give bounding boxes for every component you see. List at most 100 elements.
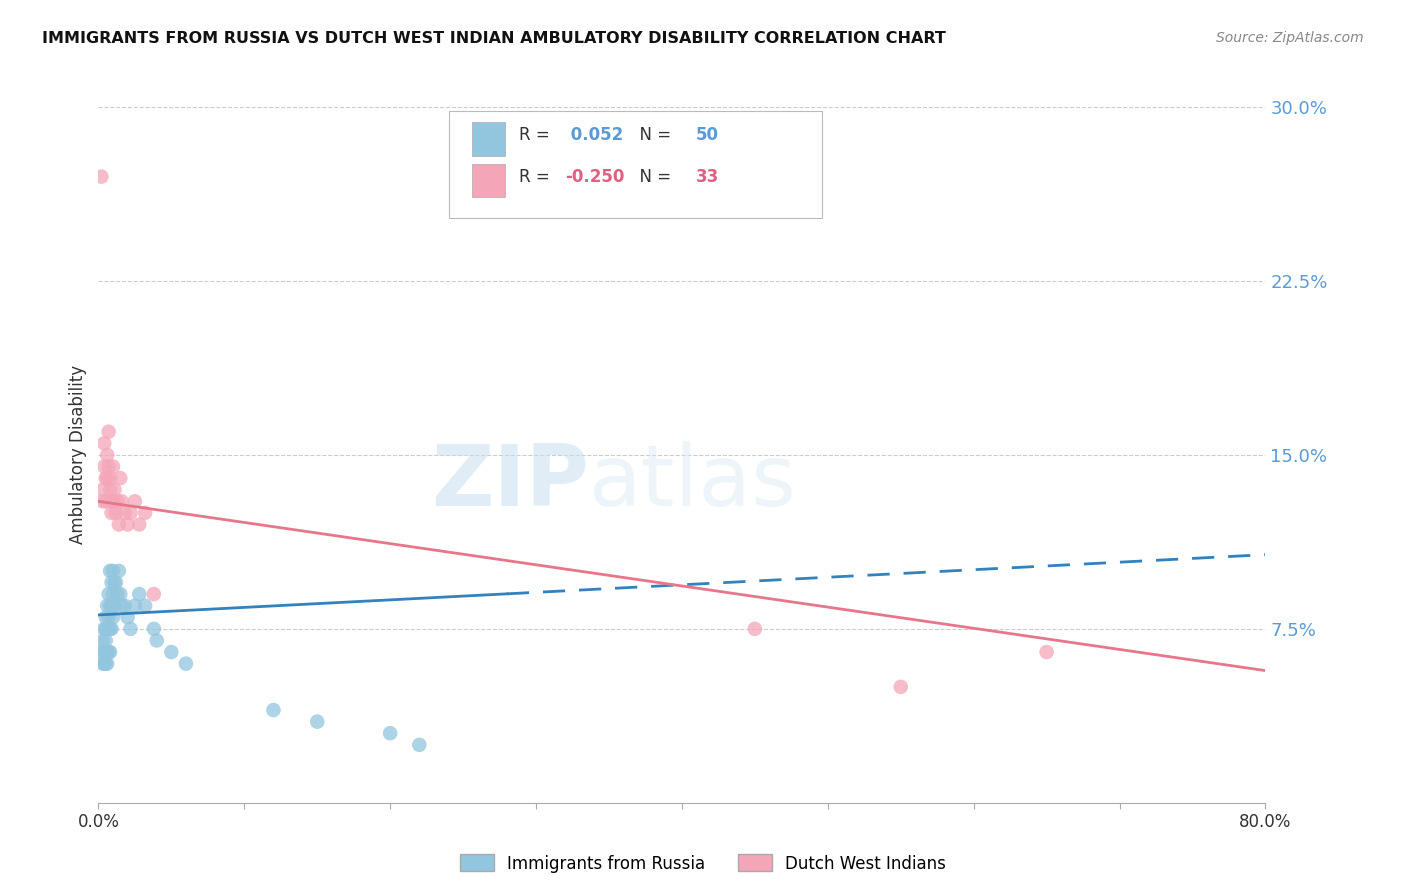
Point <box>100 622 122 636</box>
Point <box>98 622 121 636</box>
Point <box>98 564 121 578</box>
Point <box>90 645 112 659</box>
Point <box>110 587 132 601</box>
Point <box>114 506 136 520</box>
Point <box>100 506 122 520</box>
FancyBboxPatch shape <box>449 111 823 219</box>
Point <box>94 622 117 636</box>
Point <box>117 610 139 624</box>
FancyBboxPatch shape <box>472 122 505 156</box>
Point <box>124 599 146 613</box>
Point <box>98 471 121 485</box>
Text: IMMIGRANTS FROM RUSSIA VS DUTCH WEST INDIAN AMBULATORY DISABILITY CORRELATION CH: IMMIGRANTS FROM RUSSIA VS DUTCH WEST IND… <box>42 31 946 46</box>
Point <box>94 657 117 671</box>
Point <box>91 494 114 508</box>
Point <box>104 575 127 590</box>
Point <box>890 680 912 694</box>
Point <box>120 622 142 636</box>
Y-axis label: Ambulatory Disability: Ambulatory Disability <box>69 366 87 544</box>
Point <box>94 471 117 485</box>
Point <box>96 599 118 613</box>
Point <box>100 494 122 508</box>
Point <box>91 633 114 648</box>
Point <box>96 657 118 671</box>
Point <box>97 587 120 601</box>
Point <box>120 506 142 520</box>
Point <box>93 622 115 636</box>
Point <box>1035 645 1057 659</box>
Point <box>128 517 150 532</box>
Point <box>96 471 118 485</box>
Point <box>105 587 128 601</box>
Point <box>93 645 115 659</box>
Point <box>111 599 134 613</box>
Text: -0.250: -0.250 <box>565 168 624 186</box>
Point <box>93 459 115 474</box>
Text: R =: R = <box>519 168 554 186</box>
Point <box>94 645 117 659</box>
Point <box>103 483 125 497</box>
Point <box>98 645 121 659</box>
Point <box>160 645 183 659</box>
Point <box>108 517 131 532</box>
Point <box>98 483 121 497</box>
Point <box>134 506 156 520</box>
Text: 33: 33 <box>696 168 718 186</box>
Text: R =: R = <box>519 126 554 144</box>
Point <box>91 657 114 671</box>
Point <box>97 425 120 439</box>
Point <box>103 599 125 613</box>
Point <box>174 657 197 671</box>
Point <box>408 738 430 752</box>
Point <box>105 494 128 508</box>
Point <box>98 599 121 613</box>
Text: ZIP: ZIP <box>430 442 589 524</box>
Text: N =: N = <box>630 126 676 144</box>
Point <box>90 169 112 184</box>
Point <box>111 494 134 508</box>
Point <box>104 506 127 520</box>
Point <box>94 494 117 508</box>
Point <box>110 471 132 485</box>
Point <box>101 610 124 624</box>
Point <box>142 622 165 636</box>
Point <box>134 599 156 613</box>
Text: atlas: atlas <box>589 442 797 524</box>
Point <box>96 448 118 462</box>
Legend: Immigrants from Russia, Dutch West Indians: Immigrants from Russia, Dutch West India… <box>454 847 952 880</box>
Point <box>744 622 766 636</box>
Text: 50: 50 <box>696 126 718 144</box>
Point <box>97 459 120 474</box>
Point <box>94 633 117 648</box>
Point <box>100 599 122 613</box>
Point <box>101 587 124 601</box>
Point <box>114 599 136 613</box>
Point <box>101 459 124 474</box>
Point <box>108 564 131 578</box>
Point <box>97 645 120 659</box>
Text: Source: ZipAtlas.com: Source: ZipAtlas.com <box>1216 31 1364 45</box>
Point <box>380 726 402 740</box>
Point <box>101 564 124 578</box>
Point <box>94 610 117 624</box>
FancyBboxPatch shape <box>472 164 505 197</box>
Point <box>93 436 115 450</box>
Point <box>97 622 120 636</box>
Point <box>262 703 284 717</box>
Point <box>96 622 118 636</box>
Text: 0.052: 0.052 <box>565 126 623 144</box>
Point <box>124 494 146 508</box>
Point <box>100 575 122 590</box>
Point <box>91 483 114 497</box>
Point <box>146 633 169 648</box>
Point <box>103 575 125 590</box>
Text: N =: N = <box>630 168 676 186</box>
Point <box>101 494 124 508</box>
Point <box>128 587 150 601</box>
Point <box>97 610 120 624</box>
Point <box>93 657 115 671</box>
Point <box>307 714 329 729</box>
Point <box>96 645 118 659</box>
Point <box>142 587 165 601</box>
Point <box>117 517 139 532</box>
